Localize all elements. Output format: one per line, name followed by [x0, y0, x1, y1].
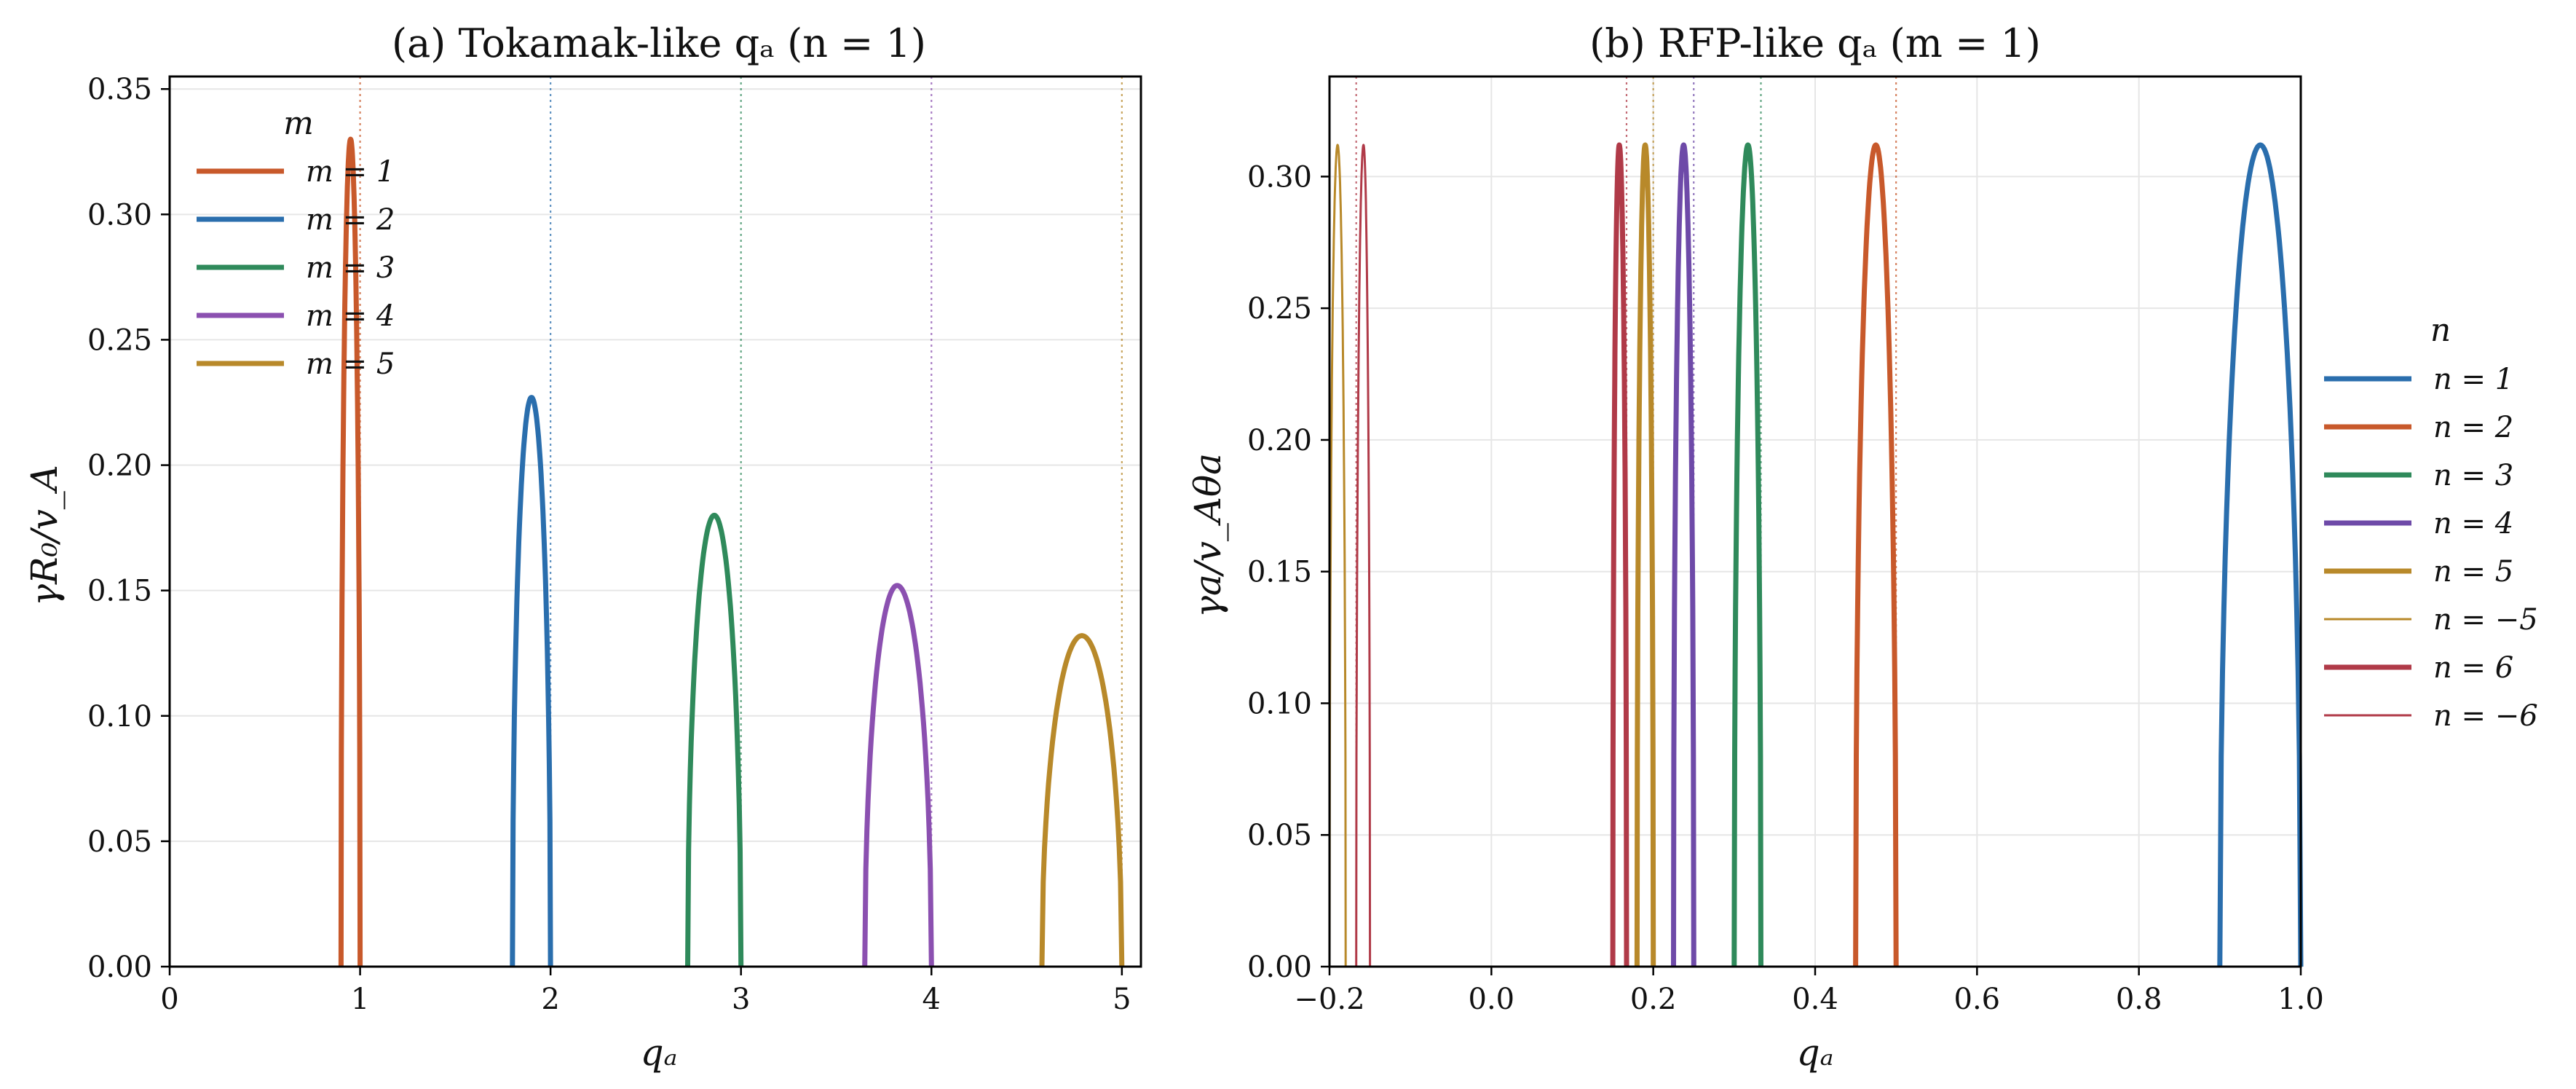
panel-b-curve-5: [1328, 144, 1347, 967]
panel-a-x-label: qₐ: [641, 1031, 678, 1074]
panel-a-x-tick-label-5: 5: [1113, 983, 1131, 1016]
panel-a-x-tick-label-4: 4: [922, 983, 941, 1016]
panel-b-legend-label-3: n = 4: [2433, 507, 2513, 540]
panel-a-grid: [170, 88, 1141, 967]
panel-a-curve-0: [338, 136, 363, 967]
panel-b-legend-label-0: n = 1: [2433, 363, 2513, 396]
panel-b-legend-label-2: n = 3: [2433, 459, 2513, 492]
panel-a-title: (a) Tokamak-like qₐ (n = 1): [392, 20, 926, 66]
panel-a-y-tick-label-1: 0.05: [87, 825, 152, 859]
panel-b-legend-label-7: n = −6: [2433, 699, 2538, 733]
panel-b-x-label: qₐ: [1797, 1031, 1834, 1074]
panel-b-legend-label-4: n = 5: [2433, 555, 2513, 589]
panel-a-frame: [168, 75, 1142, 968]
panel-a-legend-label-0: m = 1: [306, 155, 395, 189]
panel-a-y-ticks: 0.00 0.05 0.10 0.15 0.20 0.25 0.30 0.35: [87, 73, 170, 984]
panel-b-legend-label-5: n = −5: [2433, 603, 2538, 637]
panel-b-title: (b) RFP-like qₐ (m = 1): [1589, 20, 2041, 66]
panel-a-y-tick-label-4: 0.20: [87, 449, 152, 483]
panel-a-x-tick-label-3: 3: [732, 983, 750, 1016]
panel-a-legend-label-2: m = 3: [306, 251, 395, 285]
panel-b-y-label: γa/v_Aθa: [1187, 453, 1229, 618]
panel-a-y-tick-label-3: 0.15: [87, 575, 152, 608]
panel-a-legend-label-3: m = 4: [306, 299, 395, 333]
panel-b: −0.2 0.0 0.2 0.4 0.6 0.8 1.0 0.000.050.100.150…: [1187, 20, 2538, 1074]
panel-a-curves: [338, 136, 1125, 967]
panel-b-y-tick-label-4: 0.20: [1247, 424, 1312, 457]
panel-b-grid: [1329, 76, 2302, 967]
panel-a-y-tick-label-5: 0.25: [87, 323, 152, 357]
panel-b-y-tick-label-0: 0.00: [1247, 951, 1312, 984]
panel-b-curve-6: [1610, 142, 1629, 967]
panel-b-y-tick-label-6: 0.30: [1247, 160, 1312, 194]
panel-a-x-ticks: 0 1 2 3 4 5: [160, 967, 1131, 1016]
panel-b-x-tick-label-4: 0.6: [1954, 983, 2001, 1016]
panel-b-curve-4: [1634, 142, 1656, 967]
panel-b-x-ticks: −0.2 0.0 0.2 0.4 0.6 0.8 1.0: [1294, 967, 2324, 1016]
panel-a-curve-2: [685, 512, 744, 967]
panel-b-curve-1: [1853, 142, 1899, 967]
panel-b-y-tick-label-3: 0.15: [1247, 556, 1312, 589]
panel-a-curve-4: [1039, 633, 1125, 967]
panel-b-x-tick-label-6: 1.0: [2277, 983, 2324, 1016]
panel-b-curves: [1328, 142, 2304, 967]
panel-a-y-tick-label-2: 0.10: [87, 700, 152, 734]
panel-b-curve-0: [2217, 142, 2304, 967]
panel-a-curve-1: [510, 395, 553, 967]
panel-b-legend-label-6: n = 6: [2433, 651, 2513, 685]
panel-a-curve-3: [862, 583, 934, 967]
panel-b-y-tick-label-1: 0.05: [1247, 819, 1312, 852]
panel-b-curve-2: [1731, 142, 1763, 967]
panel-a-legend: m m = 1 m = 2 m = 3 m = 4 m = 5: [197, 105, 395, 381]
panel-b-x-tick-label-3: 0.4: [1792, 983, 1838, 1016]
panel-b-legend-title: n: [2430, 312, 2451, 349]
panel-a-legend-title: m: [283, 105, 314, 142]
panel-b-y-tick-label-5: 0.25: [1247, 292, 1312, 326]
panel-a-y-tick-label-7: 0.35: [87, 73, 152, 106]
panel-b-y-ticks: 0.00 0.05 0.10 0.15 0.20 0.25 0.30: [1247, 160, 1330, 984]
panel-b-x-tick-label-0: −0.2: [1294, 983, 1364, 1016]
panel-a-legend-label-1: m = 2: [306, 203, 395, 237]
panel-b-legend: n n = 1 n = 2 n = 3 n = 4 n = 5 n = −5 n = 6 n …: [2324, 312, 2538, 733]
panel-a-x-tick-label-2: 2: [541, 983, 559, 1016]
panel-a-y-tick-label-0: 0.00: [87, 951, 152, 984]
panel-a-x-tick-label-0: 0: [160, 983, 178, 1016]
panel-b-x-tick-label-5: 0.8: [2116, 983, 2162, 1016]
panel-b-x-tick-label-1: 0.0: [1469, 983, 1515, 1016]
panel-b-x-tick-label-2: 0.2: [1630, 983, 1677, 1016]
panel-a-y-tick-label-6: 0.30: [87, 198, 152, 232]
panel-a-legend-label-4: m = 5: [306, 347, 395, 381]
panel-b-curve-3: [1671, 142, 1696, 967]
panel-b-curve-7: [1355, 144, 1372, 967]
panel-b-legend-label-1: n = 2: [2433, 411, 2513, 444]
panel-a-y-label: γR₀/v_A: [23, 465, 66, 606]
panel-b-y-tick-label-2: 0.10: [1247, 687, 1312, 720]
panel-a-x-tick-label-1: 1: [351, 983, 369, 1016]
